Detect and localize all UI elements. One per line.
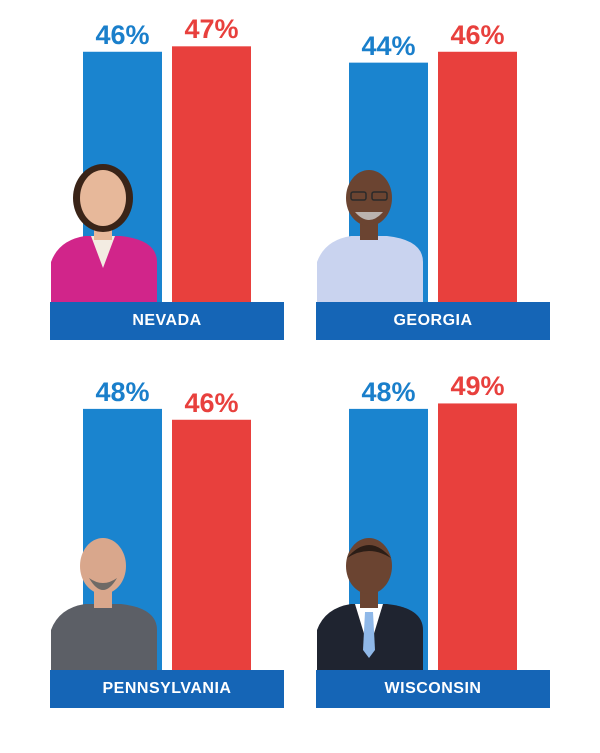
bar-chart-pennsylvania xyxy=(51,408,251,670)
dem-value-label: 46% xyxy=(95,19,150,50)
rep-value-label: 46% xyxy=(450,19,505,50)
rep-value-label: 46% xyxy=(184,387,239,418)
chart-panel-pennsylvania: 48% 46% PENNSYLVANIA xyxy=(50,378,284,708)
state-name-banner: NEVADA xyxy=(50,302,284,340)
rep-bar xyxy=(172,419,251,670)
rep-value-label: 49% xyxy=(450,371,505,402)
chart-panel-georgia: 44% 46% GEORGIA xyxy=(316,21,550,340)
dem-value-label: 44% xyxy=(361,30,416,61)
candidate-photo-woman xyxy=(51,164,157,302)
candidate-photo-man-suit xyxy=(317,538,423,670)
dem-value-label: 48% xyxy=(95,376,150,407)
chart-panel-nevada: 46% 47% NEVADA xyxy=(50,16,284,340)
state-name-banner: WISCONSIN xyxy=(316,670,550,708)
bar-chart-wisconsin xyxy=(317,403,517,670)
candidate-photo-man-bald xyxy=(51,538,157,670)
bar-chart-georgia xyxy=(317,51,517,302)
rep-bar xyxy=(438,403,517,670)
rep-value-label: 47% xyxy=(184,14,239,45)
state-name-banner: GEORGIA xyxy=(316,302,550,340)
rep-bar xyxy=(172,46,251,302)
bar-chart-nevada xyxy=(51,46,251,302)
dem-value-label: 48% xyxy=(361,376,416,407)
rep-bar xyxy=(438,51,517,302)
chart-panel-wisconsin: 48% 49% WISCONSIN xyxy=(316,373,550,708)
state-name-banner: PENNSYLVANIA xyxy=(50,670,284,708)
candidate-photo-man-glasses xyxy=(317,170,423,302)
